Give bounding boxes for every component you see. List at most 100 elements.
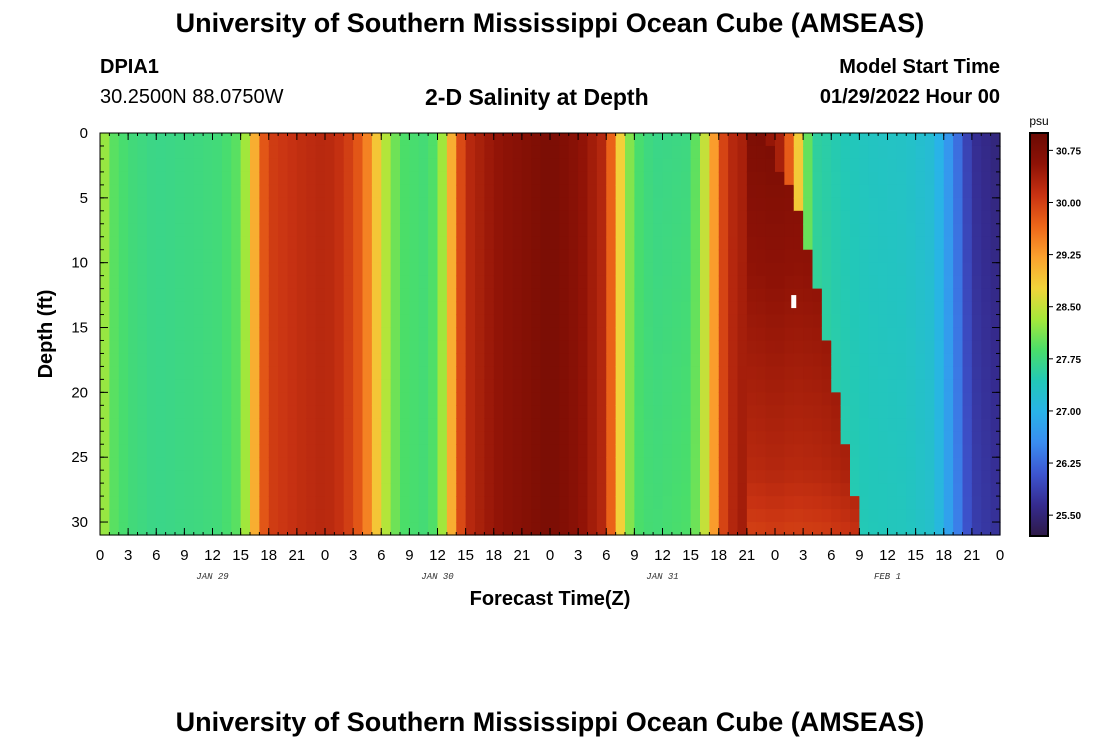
heatmap-cell: [550, 340, 560, 355]
heatmap-cell: [353, 496, 364, 510]
heatmap-cell: [137, 392, 148, 406]
heatmap-cell: [521, 418, 532, 432]
heatmap-cell: [221, 262, 232, 277]
heatmap-cell: [353, 522, 364, 536]
heatmap-cell: [568, 262, 579, 277]
heatmap-cell: [587, 158, 598, 173]
heatmap-cell: [953, 496, 964, 510]
heatmap-cell: [268, 223, 279, 238]
colorbar-tick-label: 26.25: [1056, 459, 1081, 470]
heatmap-cell: [728, 133, 739, 147]
heatmap-cell: [784, 314, 795, 329]
heatmap-cell: [737, 223, 748, 238]
heatmap-cell: [981, 340, 992, 355]
heatmap-cell: [203, 392, 214, 406]
heatmap-cell: [296, 133, 307, 147]
heatmap-cell: [578, 522, 589, 536]
heatmap-cell: [109, 418, 120, 432]
heatmap-cell: [925, 249, 935, 264]
heatmap-cell: [409, 184, 420, 199]
heatmap-cell: [568, 145, 579, 160]
heatmap-cell: [446, 418, 457, 432]
heatmap-cell: [878, 133, 889, 147]
heatmap-cell: [812, 236, 823, 251]
heatmap-cell: [821, 314, 832, 329]
heatmap-cell: [437, 405, 448, 419]
heatmap-cell: [428, 457, 439, 471]
heatmap-cell: [325, 405, 335, 419]
heatmap-cell: [709, 379, 720, 393]
heatmap-cell: [662, 184, 673, 199]
heatmap-cell: [240, 236, 251, 251]
heatmap-cell: [100, 496, 110, 510]
heatmap-cell: [250, 133, 260, 147]
heatmap-cell: [325, 366, 335, 380]
heatmap-cell: [578, 236, 589, 251]
heatmap-cell: [521, 444, 532, 458]
heatmap-cell: [718, 405, 729, 419]
heatmap-cell: [981, 223, 992, 238]
heatmap-cell: [840, 470, 851, 484]
heatmap-cell: [156, 236, 167, 251]
heatmap-cell: [128, 197, 139, 212]
heatmap-cell: [100, 418, 110, 432]
heatmap-cell: [568, 392, 579, 406]
heatmap-cell: [625, 353, 635, 368]
heatmap-cell: [315, 444, 326, 458]
heatmap-cell: [296, 509, 307, 523]
heatmap-cell: [193, 431, 204, 445]
heatmap-cell: [990, 275, 1001, 290]
heatmap-cell: [981, 379, 992, 393]
heatmap-cell: [100, 249, 110, 264]
heatmap-cell: [428, 327, 439, 342]
heatmap-cell: [493, 431, 504, 445]
heatmap-cell: [362, 314, 373, 329]
heatmap-cell: [484, 431, 495, 445]
heatmap-cell: [493, 184, 504, 199]
heatmap-cell: [990, 262, 1001, 277]
heatmap-cell: [784, 444, 795, 458]
heatmap-cell: [662, 392, 673, 406]
heatmap-cell: [953, 171, 964, 186]
heatmap-cell: [990, 483, 1001, 497]
heatmap-cell: [962, 171, 973, 186]
heatmap-cell: [428, 249, 439, 264]
heatmap-cell: [278, 353, 289, 368]
heatmap-cell: [446, 522, 457, 536]
heatmap-cell: [259, 405, 270, 419]
heatmap-cell: [306, 470, 317, 484]
heatmap-cell: [756, 262, 767, 277]
heatmap-cell: [615, 223, 626, 238]
heatmap-cell: [728, 210, 739, 225]
heatmap-cell: [737, 496, 748, 510]
heatmap-cell: [165, 223, 176, 238]
heatmap-cell: [868, 457, 879, 471]
heatmap-cell: [446, 262, 457, 277]
heatmap-cell: [671, 171, 682, 186]
heatmap-cell: [896, 496, 907, 510]
heatmap-cell: [784, 496, 795, 510]
heatmap-cell: [118, 158, 129, 173]
heatmap-cell: [531, 392, 542, 406]
heatmap-cell: [737, 340, 748, 355]
heatmap-cell: [531, 470, 542, 484]
heatmap-cell: [146, 262, 157, 277]
heatmap-cell: [128, 262, 139, 277]
heatmap-cell: [493, 223, 504, 238]
heatmap-cell: [803, 457, 814, 471]
heatmap-cell: [381, 457, 392, 471]
heatmap-cell: [821, 327, 832, 342]
heatmap-cell: [915, 184, 926, 199]
heatmap-cell: [306, 184, 317, 199]
heatmap-cell: [493, 236, 504, 251]
heatmap-cell: [840, 223, 851, 238]
heatmap-cell: [709, 496, 720, 510]
heatmap-cell: [906, 379, 917, 393]
heatmap-cell: [296, 145, 307, 160]
heatmap-cell: [831, 470, 842, 484]
heatmap-cell: [268, 314, 279, 329]
heatmap-cell: [840, 457, 851, 471]
heatmap-cell: [559, 483, 570, 497]
heatmap-cell: [559, 496, 570, 510]
heatmap-cell: [503, 327, 514, 342]
